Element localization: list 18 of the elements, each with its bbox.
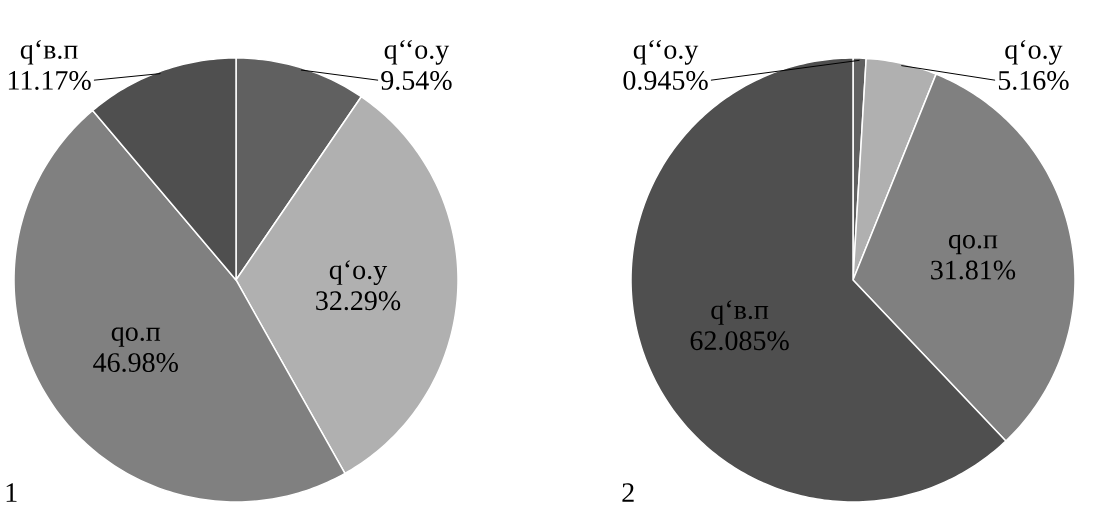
data-label: 46.98%: [93, 353, 178, 373]
data-label: 62.085%: [690, 331, 789, 351]
data-label: 32.29%: [316, 291, 401, 311]
slice-label: q‘‘о.у: [384, 39, 450, 65]
data-label: 31.81%: [931, 260, 1016, 280]
data-label: 9.54%: [381, 70, 452, 90]
text: 2: [622, 483, 634, 502]
text: 1: [6, 483, 17, 502]
slice-label: q‘в.п: [711, 300, 769, 325]
slice-label: qо.п: [111, 327, 161, 347]
data-label: 5.16%: [998, 70, 1069, 90]
slice-label: q‘о.у: [1005, 39, 1063, 65]
slice-label: q‘‘о.у: [633, 39, 699, 65]
data-label: 0.945%: [623, 70, 708, 90]
data-label: 11.17%: [8, 70, 91, 90]
slice-label: qо.п: [948, 234, 998, 255]
slice-label: q‘о.у: [329, 260, 388, 285]
slice-label: q‘в.п: [20, 39, 78, 65]
